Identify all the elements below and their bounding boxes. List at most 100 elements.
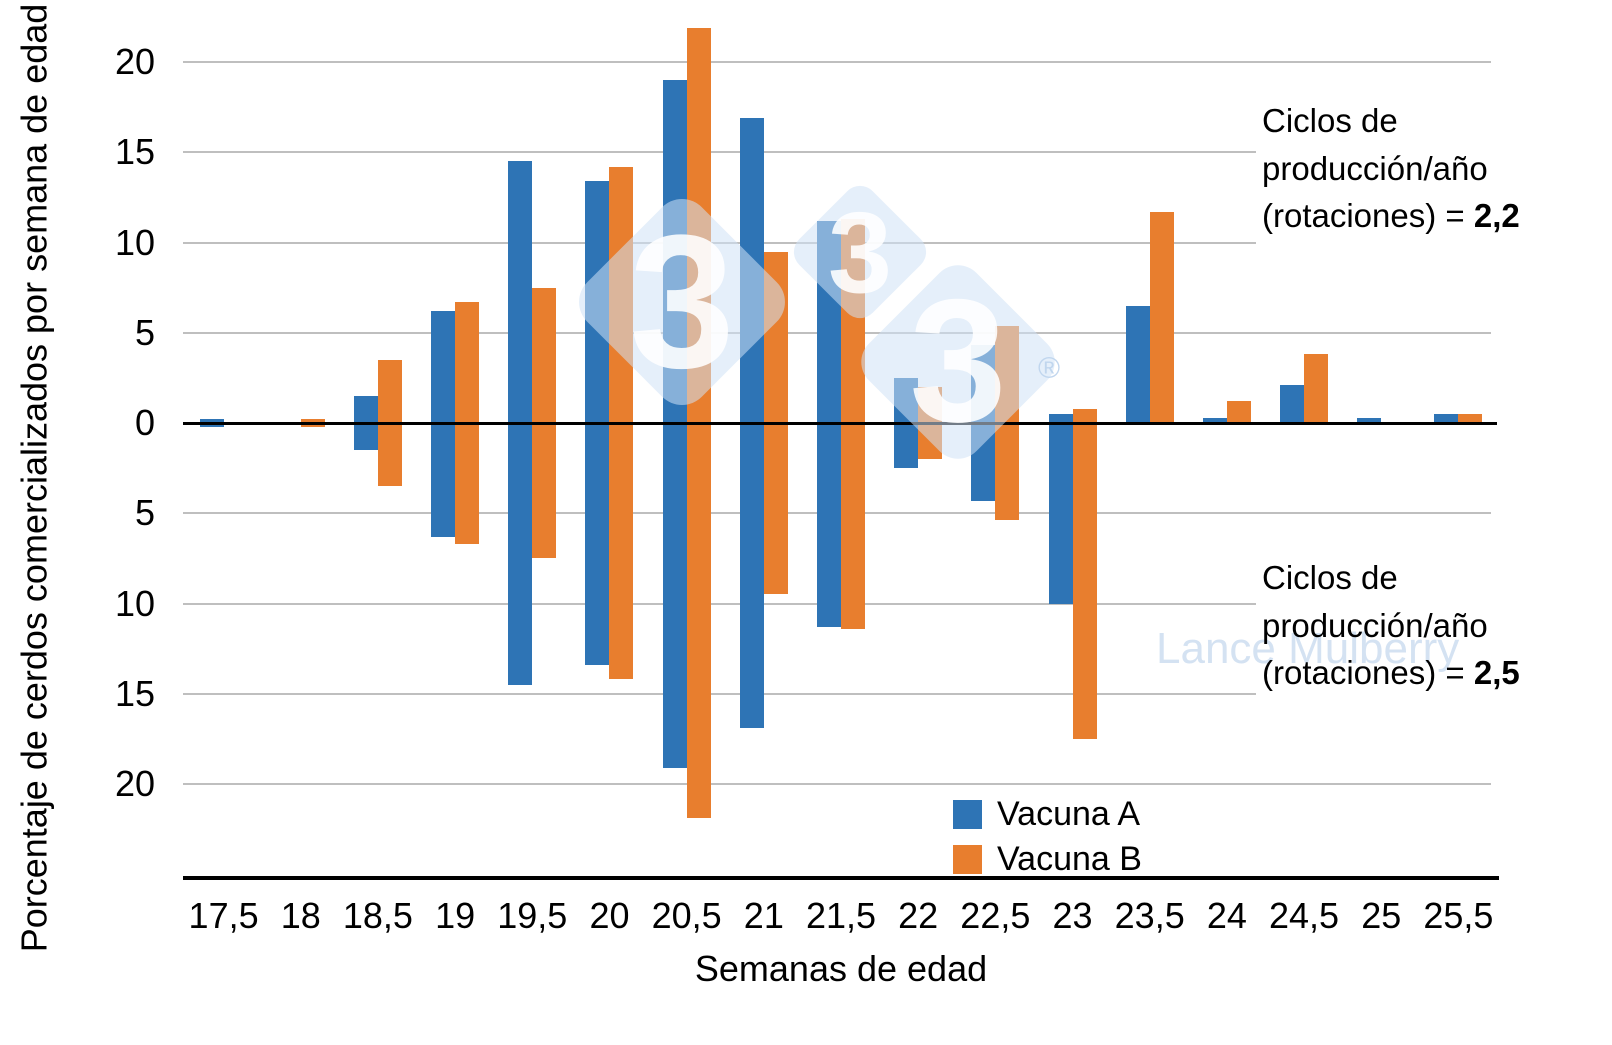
bar-vacuna-a-up (431, 311, 456, 423)
bar-vacuna-b-up (841, 219, 865, 423)
x-tick-label: 23 (1052, 895, 1093, 936)
x-tick-label: 24 (1206, 895, 1247, 936)
annotation-line: producción/año (1262, 149, 1488, 187)
annotation-top-background (1256, 94, 1568, 248)
x-axis-title: Semanas de edad (694, 948, 988, 989)
bar-vacuna-a-down (971, 423, 996, 501)
bar-vacuna-b-up (455, 302, 480, 423)
x-tick-label: 25 (1361, 895, 1402, 936)
zero-axis-line (183, 421, 1497, 425)
watermark-diamond-icon (850, 254, 1066, 470)
x-tick-label: 19,5 (497, 895, 568, 936)
bar-vacuna-b-down (609, 423, 634, 680)
bar-vacuna-a-up (971, 345, 996, 423)
bar-vacuna-a-up (199, 419, 224, 423)
x-tick-label: 18,5 (342, 895, 413, 936)
bar-vacuna-b-down (377, 423, 402, 487)
bar-vacuna-a-up (353, 395, 378, 423)
gridline (183, 783, 1491, 785)
bar-vacuna-a-down (1048, 423, 1073, 604)
bar-vacuna-b-up (1149, 211, 1174, 423)
bar-vacuna-b-up (300, 419, 325, 423)
bar-vacuna-a-up (585, 181, 610, 423)
registered-mark-icon: ® (1038, 352, 1061, 385)
legend-swatch-vacuna-a (953, 799, 982, 829)
rotations-value: 2,5 (1473, 654, 1520, 691)
bar-vacuna-b-up (1458, 413, 1483, 423)
legend-label: Vacuna B (997, 840, 1142, 878)
annotation-line: Ciclos de (1262, 102, 1398, 139)
bar-vacuna-a-down (739, 423, 764, 729)
y-tick-label: 20 (114, 41, 155, 82)
x-tick-label: 23,5 (1114, 895, 1185, 936)
bar-vacuna-b-up (763, 251, 788, 423)
gridline (183, 692, 1491, 695)
bar-vacuna-a-down (431, 423, 456, 537)
annotation-cycles-2-5: Ciclos de producción/año (rotaciones) = … (1262, 554, 1602, 697)
annotation-bottom-background (1256, 551, 1568, 705)
bar-vacuna-a-up (739, 117, 764, 423)
bar-vacuna-b-down (455, 423, 480, 544)
bar-vacuna-a-up (662, 80, 687, 423)
bar-vacuna-a-up (508, 161, 533, 423)
x-tick-label: 25,5 (1423, 895, 1494, 936)
x-tick-label: 18 (280, 895, 321, 936)
bar-vacuna-b-down (300, 423, 325, 427)
bar-vacuna-a-down (585, 423, 610, 665)
legend: Vacuna A Vacuna B (953, 797, 1142, 887)
y-tick-label: 15 (114, 131, 155, 173)
x-tick-label: 19 (435, 895, 476, 936)
legend-swatch-vacuna-b (953, 844, 982, 874)
legend-item-vacuna-a: Vacuna A (953, 797, 1142, 831)
annotation-cycles-2-2: Ciclos de producción/año (rotaciones) = … (1262, 97, 1602, 240)
annotation-line: producción/año (1262, 606, 1488, 644)
x-tick-label: 21 (743, 895, 784, 936)
rotations-value: 2,2 (1473, 197, 1520, 234)
gridline (183, 61, 1491, 63)
bar-vacuna-b-down (918, 423, 943, 460)
bar-vacuna-a-up (817, 220, 841, 423)
annotation-line: (rotaciones) = 2,5 (1262, 654, 1520, 691)
bar-vacuna-b-up (1072, 408, 1097, 423)
bar-vacuna-b-up (532, 287, 557, 423)
bar-vacuna-b-down (532, 423, 557, 559)
bar-vacuna-b-up (918, 386, 943, 423)
annotation-line: Ciclos de (1262, 559, 1398, 596)
y-tick-label: 0 (134, 402, 155, 443)
bar-vacuna-b-down (841, 423, 865, 629)
bar-vacuna-b-down (763, 423, 788, 595)
y-tick-label: 10 (114, 582, 155, 624)
bar-vacuna-a-down (199, 423, 224, 427)
bar-vacuna-b-up (1226, 401, 1251, 423)
y-tick-label: 10 (114, 221, 155, 263)
gridline (183, 151, 1491, 154)
bar-vacuna-a-up (894, 377, 919, 423)
x-tick-label: 17,5 (188, 895, 259, 936)
y-tick-label: 20 (114, 763, 155, 804)
bar-vacuna-a-down (353, 423, 378, 451)
x-tick-label: 22,5 (960, 895, 1031, 936)
bar-vacuna-a-down (508, 423, 533, 685)
bar-vacuna-a-up (1280, 385, 1305, 423)
bar-vacuna-a-up (1357, 417, 1382, 423)
bar-vacuna-a-up (1125, 305, 1150, 423)
bar-vacuna-b-up (377, 359, 402, 423)
bar-vacuna-b-down (995, 423, 1020, 521)
bar-vacuna-a-up (1434, 413, 1459, 423)
bar-vacuna-a-down (662, 423, 687, 768)
y-tick-label: 15 (114, 672, 155, 714)
y-tick-label: 5 (134, 492, 155, 534)
x-tick-label: 24,5 (1269, 895, 1340, 936)
bar-vacuna-a-down (817, 423, 841, 627)
bar-vacuna-b-up (609, 166, 634, 423)
bar-vacuna-b-down (686, 423, 711, 819)
x-tick-label: 22 (898, 895, 939, 936)
bar-vacuna-b-up (686, 27, 711, 423)
bar-vacuna-a-down (894, 423, 919, 469)
bar-vacuna-b-up (995, 325, 1020, 423)
x-tick-label: 20 (589, 895, 630, 936)
legend-item-vacuna-b: Vacuna B (953, 842, 1142, 876)
y-tick-label: 5 (134, 311, 155, 353)
bar-vacuna-a-up (1202, 417, 1227, 423)
